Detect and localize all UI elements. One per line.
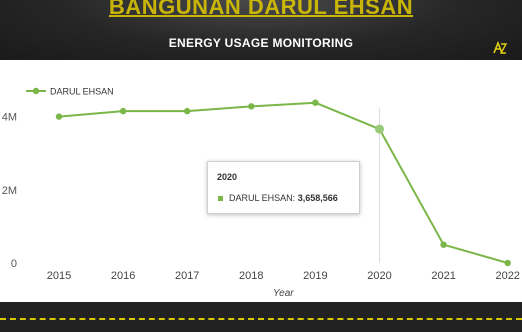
chart-panel: 0 2M 4M 2015 2016 2017 2018 2019 2020 2021 2022 Yea… <box>0 60 522 302</box>
legend-marker <box>32 87 40 95</box>
dashboard-subtitle: ENERGY USAGE MONITORING <box>168 36 354 50</box>
x-tick-label: 2017 <box>175 270 199 282</box>
x-tick-label: 2016 <box>111 270 135 282</box>
x-tick-label: 2020 <box>367 270 391 282</box>
x-tick-label: 2021 <box>431 270 455 282</box>
data-point <box>440 241 447 248</box>
tooltip-series-swatch <box>218 196 223 201</box>
x-tick-label: 2015 <box>47 270 71 282</box>
footer-band <box>0 302 522 332</box>
chart-tooltip: 2020 DARUL EHSAN: 3,658,566 <box>207 161 360 214</box>
footer-dashed-divider <box>0 318 522 320</box>
tooltip-row: DARUL EHSAN: 3,658,566 <box>229 193 338 203</box>
tooltip-year: 2020 <box>217 172 238 182</box>
series-line <box>58 101 508 264</box>
y-tick-label: 0 <box>11 258 17 270</box>
x-axis-label: Year <box>273 288 294 299</box>
x-tick-label: 2022 <box>495 270 519 282</box>
az-logo-icon <box>492 40 508 56</box>
data-point <box>248 103 255 110</box>
building-title: BANGUNAN DARUL EHSAN <box>108 0 414 19</box>
tooltip-value: 3,658,566 <box>297 193 338 203</box>
y-tick-label: 4M <box>2 112 17 124</box>
y-tick-label: 2M <box>2 185 17 197</box>
data-point <box>119 107 127 115</box>
data-point <box>184 107 191 115</box>
tooltip-series-name: DARUL EHSAN: <box>229 193 296 203</box>
data-point <box>375 124 384 134</box>
energy-line-chart: 0 2M 4M 2015 2016 2017 2018 2019 2020 2021 2022 Yea… <box>2 87 520 300</box>
legend-label: DARUL EHSAN <box>50 87 114 97</box>
x-tick-label: 2018 <box>239 270 263 282</box>
data-point <box>312 99 319 106</box>
header-band: BANGUNAN DARUL EHSAN ENERGY USAGE MONITO… <box>0 0 522 60</box>
logo-glyph-icon <box>493 40 508 54</box>
data-point <box>55 113 63 120</box>
data-point <box>504 259 511 267</box>
x-tick-label: 2019 <box>303 270 327 282</box>
